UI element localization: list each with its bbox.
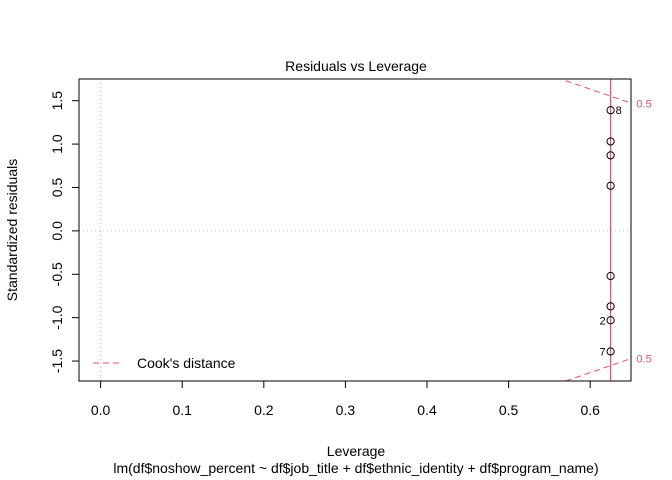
point-label-2: 2 — [599, 315, 605, 327]
model-formula-subtitle: lm(df$noshow_percent ~ df$job_title + df… — [113, 460, 598, 476]
data-point-8 — [606, 347, 615, 356]
y-tick-label: -1.0 — [49, 305, 65, 329]
legend: Cook's distance — [93, 355, 236, 371]
plot-frame — [78, 78, 632, 382]
reference-lines — [79, 79, 631, 381]
x-axis: 0.0 0.1 0.2 0.3 0.4 0.5 0.6 — [91, 380, 600, 418]
y-tick-label: -1.5 — [49, 349, 65, 373]
cooks-contour-label-lower: 0.5 — [636, 353, 651, 365]
data-point-7 — [606, 316, 615, 325]
data-point-1 — [606, 106, 615, 115]
y-axis-label: Standardized residuals — [4, 159, 20, 301]
x-tick-label: 0.4 — [417, 402, 437, 418]
point-label-7: 7 — [599, 346, 605, 358]
data-point-4 — [606, 181, 615, 190]
cooks-contour-upper — [565, 80, 632, 104]
y-tick-label: 1.5 — [49, 91, 65, 111]
cooks-distance-contours: 0.5 0.5 — [565, 80, 652, 382]
x-tick-label: 0.1 — [172, 402, 192, 418]
legend-cooks-distance-label: Cook's distance — [137, 355, 236, 371]
x-tick-label: 0.3 — [336, 402, 356, 418]
data-point-5 — [606, 271, 615, 281]
x-tick-label: 0.2 — [254, 402, 274, 418]
x-tick-label: 0.6 — [580, 402, 600, 418]
data-point-3 — [606, 151, 615, 160]
y-tick-label: 0.5 — [49, 178, 65, 198]
y-axis: -1.5 -1.0 -0.5 0.0 0.5 1.0 1.5 — [49, 91, 80, 373]
x-tick-label: 0.0 — [91, 402, 111, 418]
data-point-2 — [606, 137, 615, 146]
data-points: 8 2 7 — [599, 105, 621, 358]
x-tick-label: 0.5 — [499, 402, 519, 418]
cooks-contour-lower — [565, 357, 632, 382]
point-label-8: 8 — [616, 105, 622, 117]
chart-title: Residuals vs Leverage — [285, 58, 427, 74]
x-axis-label: Leverage — [327, 443, 386, 459]
data-point-6 — [606, 302, 615, 311]
cooks-contour-label-upper: 0.5 — [636, 98, 651, 110]
y-tick-label: -0.5 — [49, 262, 65, 286]
y-tick-label: 0.0 — [49, 221, 65, 241]
y-tick-label: 1.0 — [49, 134, 65, 154]
